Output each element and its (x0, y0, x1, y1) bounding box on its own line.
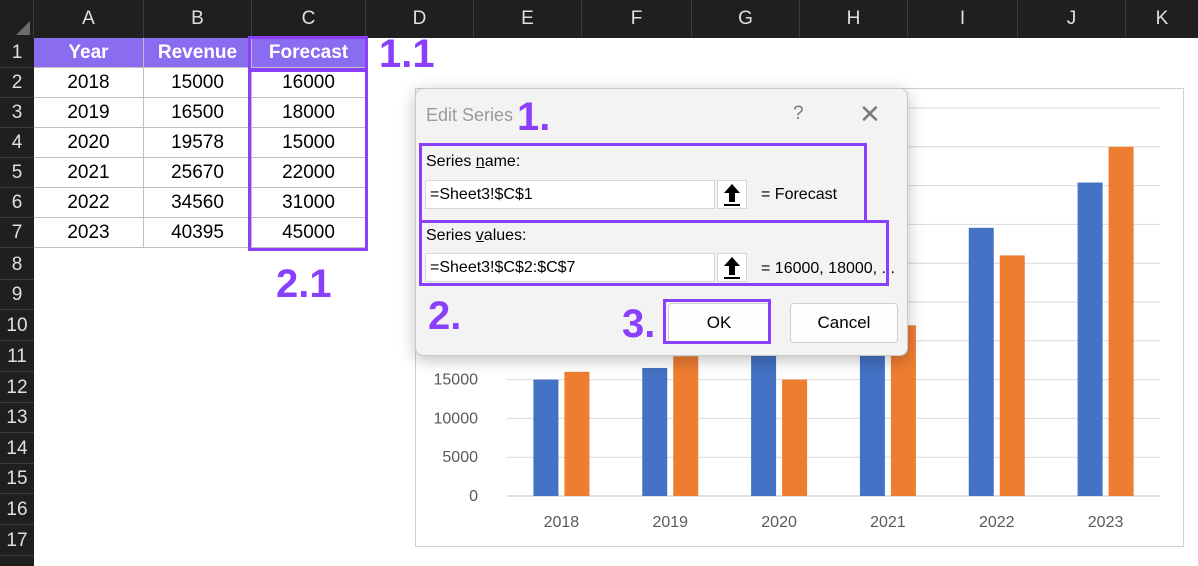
table-cell[interactable]: 2019 (34, 98, 144, 128)
bar-forecast (1000, 255, 1025, 496)
table-cell[interactable]: 2022 (34, 188, 144, 218)
row-header-4[interactable]: 4 (0, 128, 34, 158)
close-icon[interactable]: ✕ (859, 99, 881, 130)
row-header-12[interactable]: 12 (0, 373, 34, 403)
cell-b1-header-revenue[interactable]: Revenue (144, 38, 252, 68)
bar-forecast (1109, 147, 1134, 496)
annotation-step-3: 3. (622, 304, 655, 344)
x-tick-label: 2022 (979, 514, 1015, 531)
table-cell[interactable]: 2018 (34, 68, 144, 98)
row-header-17[interactable]: 17 (0, 526, 34, 556)
bar-revenue (1078, 183, 1103, 496)
row-header-2[interactable]: 2 (0, 68, 34, 98)
cancel-button[interactable]: Cancel (790, 303, 898, 343)
row-header-7[interactable]: 7 (0, 218, 34, 248)
cell-a1-header-year[interactable]: Year (34, 38, 144, 68)
annotation-step-1: 1. (517, 97, 550, 137)
x-tick-label: 2021 (870, 514, 906, 531)
y-tick-label: 0 (469, 488, 478, 505)
annotation-step-2-1: 2.1 (276, 264, 332, 304)
select-all-icon (16, 21, 30, 35)
row-header-13[interactable]: 13 (0, 403, 34, 433)
row-header-10[interactable]: 10 (0, 311, 34, 341)
row-header-1[interactable]: 1 (0, 38, 34, 68)
table-cell[interactable]: 16500 (144, 98, 252, 128)
column-header-a[interactable]: A (34, 0, 144, 38)
table-cell[interactable]: 15000 (144, 68, 252, 98)
column-header-c[interactable]: C (252, 0, 366, 38)
row-header-15[interactable]: 15 (0, 464, 34, 494)
column-header-h[interactable]: H (800, 0, 908, 38)
column-header-g[interactable]: G (692, 0, 800, 38)
row-header-3[interactable]: 3 (0, 98, 34, 128)
table-cell[interactable]: 19578 (144, 128, 252, 158)
y-tick-label: 5000 (442, 449, 478, 466)
bar-revenue (751, 344, 776, 496)
bar-revenue (533, 380, 558, 496)
column-header-f[interactable]: F (582, 0, 692, 38)
bar-forecast (564, 372, 589, 496)
y-tick-label: 10000 (434, 410, 479, 427)
table-cell[interactable]: 2020 (34, 128, 144, 158)
row-header-5[interactable]: 5 (0, 158, 34, 188)
highlight-series-name (419, 143, 867, 223)
table-cell[interactable]: 34560 (144, 188, 252, 218)
y-tick-label: 15000 (434, 372, 479, 389)
column-header-b[interactable]: B (144, 0, 252, 38)
annotation-step-1-1: 1.1 (379, 34, 435, 74)
column-header-k[interactable]: K (1126, 0, 1198, 38)
column-header-e[interactable]: E (474, 0, 582, 38)
bar-revenue (969, 228, 994, 496)
bar-forecast (673, 356, 698, 496)
x-tick-label: 2023 (1088, 514, 1124, 531)
highlight-forecast-header (248, 36, 368, 72)
column-header-i[interactable]: I (908, 0, 1018, 38)
row-header-11[interactable]: 11 (0, 342, 34, 372)
help-icon[interactable]: ? (793, 103, 804, 125)
highlight-forecast-values (248, 68, 368, 251)
column-header-j[interactable]: J (1018, 0, 1126, 38)
select-all-button[interactable] (0, 0, 34, 38)
table-cell[interactable]: 2021 (34, 158, 144, 188)
row-header-8[interactable]: 8 (0, 250, 34, 280)
table-cell[interactable]: 25670 (144, 158, 252, 188)
table-cell[interactable]: 2023 (34, 218, 144, 248)
row-header-9[interactable]: 9 (0, 280, 34, 310)
highlight-ok-button (663, 299, 771, 344)
row-header-14[interactable]: 14 (0, 434, 34, 464)
x-tick-label: 2020 (761, 514, 797, 531)
highlight-series-values (419, 220, 889, 286)
bar-forecast (782, 380, 807, 496)
table-cell[interactable]: 40395 (144, 218, 252, 248)
annotation-step-2: 2. (428, 296, 461, 336)
bar-revenue (642, 368, 667, 496)
row-header-6[interactable]: 6 (0, 188, 34, 218)
x-tick-label: 2018 (544, 514, 580, 531)
row-header-16[interactable]: 16 (0, 495, 34, 525)
dialog-title: Edit Series (426, 105, 513, 126)
x-tick-label: 2019 (652, 514, 688, 531)
